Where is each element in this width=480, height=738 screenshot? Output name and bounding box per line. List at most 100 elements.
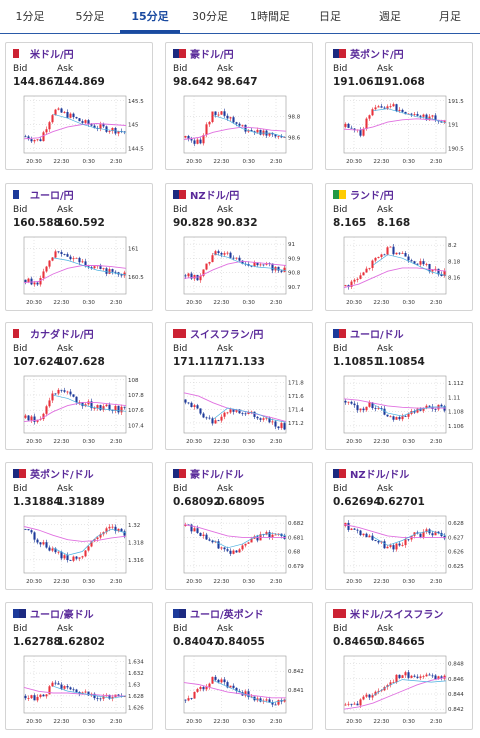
- x-tick-label: 2:30: [110, 300, 123, 306]
- rate-card[interactable]: ユーロ/ドル Bid Ask 1.10851 1.10854 20:30 22:3…: [325, 322, 473, 450]
- pair-title[interactable]: スイスフラン/円: [173, 326, 263, 341]
- tab-5[interactable]: 日足: [319, 10, 341, 23]
- pair-title[interactable]: NZドル/ドル: [333, 466, 409, 481]
- candle-body: [66, 111, 69, 118]
- y-tick-label: 0.842: [288, 669, 304, 675]
- candle-body: [437, 531, 440, 533]
- ask-label: Ask: [217, 64, 234, 74]
- pair-label: 豪ドル/円: [190, 50, 234, 61]
- candle-body: [123, 406, 126, 408]
- flag-right-icon: [19, 49, 26, 58]
- tab-3[interactable]: 30分足: [192, 10, 228, 23]
- pair-title[interactable]: 米ドル/円: [13, 46, 74, 61]
- y-tick-label: 160.5: [128, 275, 144, 281]
- rate-card[interactable]: カナダドル/円 Bid Ask 107.624 107.628 20:30 22:…: [5, 322, 153, 450]
- bid-value: 160.588: [13, 217, 61, 229]
- candle-body: [434, 408, 437, 410]
- moving-average-short-line: [53, 113, 127, 133]
- rate-card[interactable]: ユーロ/円 Bid Ask 160.588 160.592 20:30 22:30…: [5, 183, 153, 311]
- candle-body: [60, 551, 63, 559]
- tab-1[interactable]: 5分足: [75, 10, 105, 23]
- flag-icon: [173, 49, 186, 58]
- x-tick-label: 20:30: [26, 159, 42, 165]
- tab-2[interactable]: 15分足: [120, 0, 180, 33]
- rate-card[interactable]: ユーロ/英ポンド Bid Ask 0.84047 0.84055 20:30 22…: [165, 602, 313, 730]
- pair-title[interactable]: ユーロ/ドル: [333, 326, 404, 341]
- tab-7[interactable]: 月足: [439, 10, 461, 23]
- candle-body: [93, 693, 96, 699]
- rate-card[interactable]: 英ポンド/ドル Bid Ask 1.31884 1.31889 20:30 22:…: [5, 462, 153, 590]
- y-tick-label: 1.32: [128, 523, 140, 529]
- bid-value: 171.117: [173, 356, 221, 368]
- candle-body: [33, 416, 36, 422]
- candle-body: [250, 411, 253, 413]
- candle-body: [199, 408, 202, 414]
- ask-label: Ask: [57, 205, 74, 215]
- candle-body: [350, 127, 353, 129]
- pair-title[interactable]: ユーロ/英ポンド: [173, 606, 264, 621]
- candle-body: [27, 278, 30, 283]
- x-tick-label: 20:30: [346, 719, 362, 725]
- candle-body: [93, 266, 96, 269]
- rate-card[interactable]: NZドル/円 Bid Ask 90.828 90.832 20:30 22:30 0…: [165, 183, 313, 311]
- flag-right-icon: [179, 609, 186, 618]
- rate-card[interactable]: ユーロ/豪ドル Bid Ask 1.62788 1.62802 20:30 22:…: [5, 602, 153, 730]
- rate-card[interactable]: ランド/円 Bid Ask 8.165 8.168 20:30 22:30 0:30…: [325, 183, 473, 311]
- candle-body: [226, 682, 229, 688]
- rate-card[interactable]: 豪ドル/ドル Bid Ask 0.68092 0.68095 20:30 22:3…: [165, 462, 313, 590]
- flag-left-icon: [13, 329, 20, 338]
- pair-title[interactable]: 豪ドル/円: [173, 46, 234, 61]
- candle-body: [117, 528, 120, 531]
- moving-average-line: [183, 682, 286, 699]
- tab-6[interactable]: 週足: [379, 10, 401, 23]
- pair-title[interactable]: NZドル/円: [173, 187, 239, 202]
- candle-body: [93, 125, 96, 129]
- candle-body: [123, 272, 126, 276]
- x-tick-label: 20:30: [186, 719, 202, 725]
- candle-body: [24, 279, 27, 283]
- pair-title[interactable]: 豪ドル/ドル: [173, 466, 244, 481]
- candle-body: [262, 418, 265, 420]
- moving-average-short-line: [212, 679, 287, 704]
- candle-body: [48, 686, 51, 695]
- price-chart: 20:30 22:30 0:30 2:30 0.682 0.681 0.68 0.679: [183, 515, 304, 585]
- candle-body: [395, 674, 398, 683]
- rate-card[interactable]: スイスフラン/円 Bid Ask 171.117 171.133 20:30 22…: [165, 322, 313, 450]
- candle-body: [196, 405, 199, 409]
- rate-card[interactable]: NZドル/ドル Bid Ask 0.62694 0.62701 20:30 22:…: [325, 462, 473, 590]
- moving-average-short-line: [53, 257, 127, 276]
- pair-title[interactable]: 英ポンド/円: [333, 46, 404, 61]
- candle-body: [108, 404, 111, 410]
- candle-body: [39, 278, 42, 285]
- pair-title[interactable]: カナダドル/円: [13, 326, 94, 341]
- candle-body: [271, 534, 274, 538]
- moving-average-line: [343, 118, 447, 131]
- y-tick-label: 171.8: [288, 381, 304, 387]
- x-tick-label: 20:30: [186, 579, 202, 585]
- rate-card[interactable]: 米ドル/スイスフラン Bid Ask 0.84650 0.84665 20:30…: [325, 602, 473, 730]
- pair-title[interactable]: ユーロ/豪ドル: [13, 606, 94, 621]
- pair-title[interactable]: 英ポンド/ドル: [13, 466, 94, 481]
- candle-body: [265, 532, 268, 535]
- candle-body: [371, 402, 374, 409]
- candle-body: [75, 257, 78, 259]
- y-tick-label: 1.112: [448, 381, 464, 387]
- rate-card[interactable]: 米ドル/円 Bid Ask 144.867 144.869 20:30 22:30…: [5, 42, 153, 170]
- rate-card[interactable]: 豪ドル/円 Bid Ask 98.642 98.647 20:30 22:30 0:…: [165, 42, 313, 170]
- pair-title[interactable]: ユーロ/円: [13, 187, 74, 202]
- x-tick-label: 2:30: [270, 719, 283, 725]
- moving-average-line: [23, 402, 127, 423]
- pair-title[interactable]: ランド/円: [333, 187, 394, 202]
- bid-label: Bid: [13, 624, 28, 634]
- candle-body: [365, 268, 368, 273]
- candle-body: [407, 256, 410, 261]
- candle-body: [244, 543, 247, 546]
- bid-label: Bid: [13, 64, 28, 74]
- rate-card[interactable]: 英ポンド/円 Bid Ask 191.061 191.068 20:30 22:3…: [325, 42, 473, 170]
- candle-body: [353, 703, 356, 705]
- tab-4[interactable]: 1時間足: [250, 10, 290, 23]
- tab-0[interactable]: 1分足: [15, 10, 45, 23]
- candle-body: [205, 124, 208, 136]
- candle-body: [30, 530, 33, 533]
- pair-title[interactable]: 米ドル/スイスフラン: [333, 606, 443, 621]
